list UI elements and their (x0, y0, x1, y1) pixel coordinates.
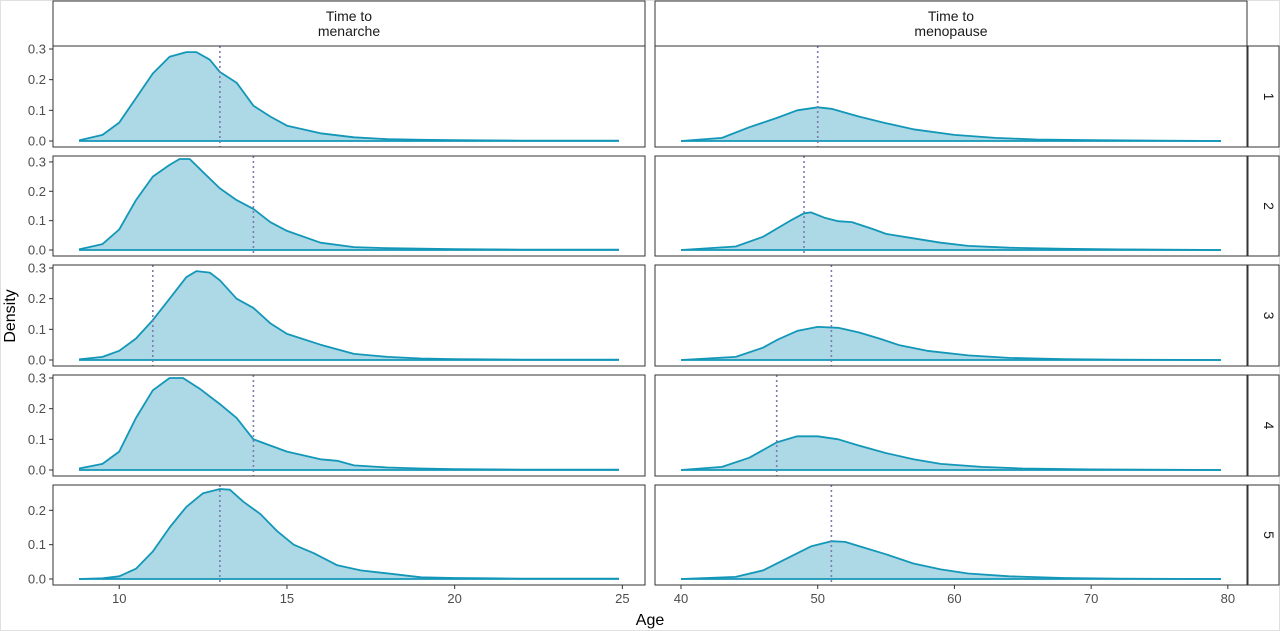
row-strip (1247, 45, 1280, 148)
x-tick-label: 70 (1084, 591, 1098, 606)
x-tick-label: 25 (615, 591, 629, 606)
density-curve (680, 106, 1222, 142)
row-strip-label: 3 (1261, 312, 1277, 320)
panel-border (654, 155, 1248, 257)
panel-border (52, 155, 646, 257)
y-tick-label: 0.1 (28, 537, 46, 552)
column-strip (52, 0, 646, 47)
panel-border (654, 374, 1248, 477)
panel-background (655, 156, 1247, 256)
y-tick-label: 0.1 (28, 322, 46, 337)
density-area (681, 326, 1221, 360)
y-tick-label: 0.0 (28, 353, 46, 368)
x-tick-label: 10 (112, 591, 126, 606)
y-tick-label: 0.2 (28, 291, 46, 306)
y-tick-label: 0.1 (28, 432, 46, 447)
density-area (681, 436, 1221, 470)
density-curve (680, 540, 1222, 580)
density-area (79, 271, 619, 360)
row-strip-label: 2 (1261, 202, 1277, 210)
column-strip-label: Time to (928, 8, 974, 24)
density-curve (78, 488, 619, 580)
y-tick-label: 0.2 (28, 401, 46, 416)
y-tick-label: 0.0 (28, 572, 46, 587)
density-curve (78, 377, 619, 471)
y-axis-title: Density (2, 289, 19, 342)
x-axis-title: Age (636, 612, 665, 629)
density-curve (680, 211, 1222, 251)
row-strip (1247, 155, 1280, 257)
column-strip-label: menarche (318, 23, 380, 39)
density-curve (78, 158, 619, 251)
x-tick-label: 50 (810, 591, 824, 606)
density-area (681, 212, 1221, 250)
density-curve (680, 435, 1222, 471)
density-area (79, 489, 619, 579)
row-strip-label: 1 (1261, 93, 1277, 101)
y-tick-label: 0.3 (28, 42, 46, 57)
row-strip-label: 4 (1261, 422, 1277, 430)
x-tick-label: 40 (674, 591, 688, 606)
column-strip (654, 0, 1248, 47)
y-tick-label: 0.2 (28, 72, 46, 87)
density-curve (78, 270, 619, 361)
x-tick-label: 80 (1221, 591, 1235, 606)
panel-border (52, 484, 646, 586)
axes-layer: 0.0 0.1 0.2 0.3 0.0 0.1 0.2 0.3 0.0 0.1 0.2 0.3 0.0 0… (28, 42, 1235, 607)
panels-layer (52, 45, 1248, 586)
row-strip (1247, 484, 1280, 586)
panel-background (655, 485, 1247, 585)
row-strip (1247, 374, 1280, 477)
row-strip (1247, 264, 1280, 367)
y-tick-label: 0.0 (28, 463, 46, 478)
y-tick-label: 0.3 (28, 371, 46, 386)
panel-background (655, 265, 1247, 366)
density-area (79, 52, 619, 141)
column-strip-label: Time to (326, 8, 372, 24)
panel-border (52, 264, 646, 367)
x-tick-label: 20 (447, 591, 461, 606)
y-tick-label: 0.1 (28, 103, 46, 118)
column-strip-label: menopause (914, 23, 987, 39)
x-tick-label: 60 (947, 591, 961, 606)
y-tick-label: 0.0 (28, 243, 46, 258)
x-tick-label: 15 (280, 591, 294, 606)
y-tick-label: 0.1 (28, 213, 46, 228)
density-area (681, 107, 1221, 141)
density-area (79, 159, 619, 250)
y-tick-label: 0.0 (28, 134, 46, 149)
y-tick-label: 0.2 (28, 503, 46, 518)
panel-border (52, 374, 646, 477)
y-tick-label: 0.3 (28, 154, 46, 169)
density-curve (680, 326, 1222, 361)
y-tick-label: 0.2 (28, 184, 46, 199)
density-area (681, 541, 1221, 579)
density-area (79, 378, 619, 470)
panel-border (654, 264, 1248, 367)
row-strip-label: 5 (1261, 531, 1277, 539)
panel-border (654, 484, 1248, 586)
y-tick-label: 0.3 (28, 261, 46, 276)
